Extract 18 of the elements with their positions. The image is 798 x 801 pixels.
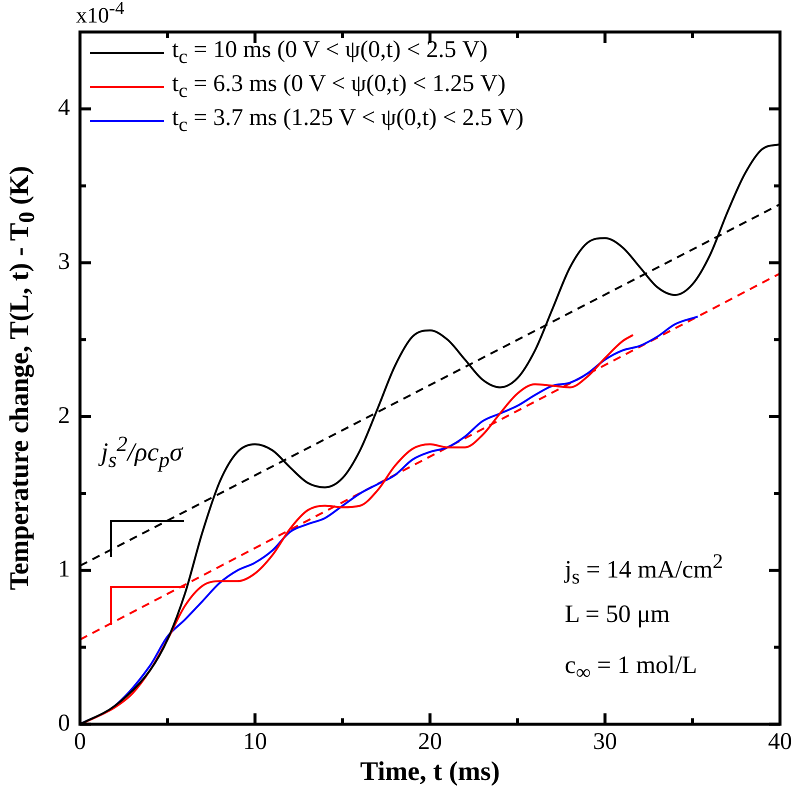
y-tick-label: 1 (58, 556, 70, 583)
x-tick-label: 30 (593, 728, 617, 755)
y-tick-label: 2 (58, 402, 70, 429)
x-tick-label: 0 (74, 728, 86, 755)
y-tick-label: 3 (58, 249, 70, 276)
text: x10$^{-4}$ (76, 0, 124, 28)
legend-label: t$_{c}$ = 10 ms (0 V < ψ(0,t) < 2.5 V) (172, 37, 488, 69)
annotation: c$_{∞}$ = 1 mol/L (564, 652, 698, 685)
x-axis-title: Time, t (ms) (360, 756, 500, 788)
y-tick-label: 0 (58, 710, 70, 736)
annotation: L = 50 μm (564, 601, 670, 630)
legend-label: t$_{c}$ = 6.3 ms (0 V < ψ(0,t) < 1.25 V) (172, 71, 506, 103)
x-tick-label: 10 (243, 728, 267, 755)
legend-label: t$_{c}$ = 3.7 ms (1.25 V < ψ(0,t) < 2.5 V) (172, 105, 524, 137)
x-tick-label: 20 (418, 728, 442, 755)
x-tick-label: 40 (768, 728, 792, 755)
annotation: j$_{s}$ = 14 mA/cm$^{2}$ (564, 548, 724, 590)
y-tick-label: 4 (58, 95, 70, 122)
